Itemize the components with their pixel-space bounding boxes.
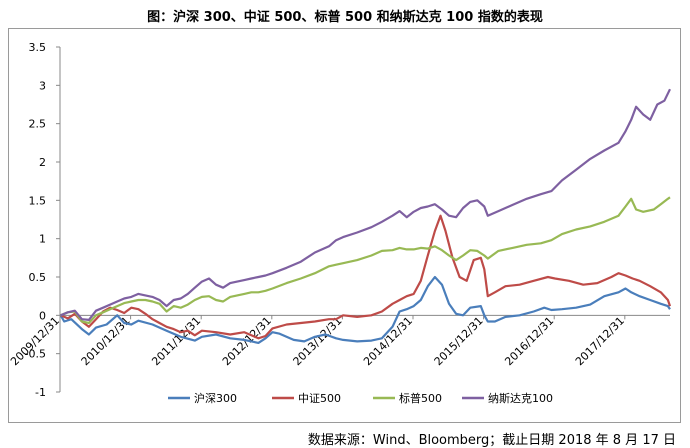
y-tick-label: -1 bbox=[35, 386, 46, 399]
y-tick-label: 2.5 bbox=[29, 118, 47, 131]
y-tick-label: -0.5 bbox=[25, 348, 46, 361]
x-tick-label: 2015/12/31 bbox=[432, 314, 486, 368]
series-line-3 bbox=[60, 196, 671, 325]
x-tick-label: 2016/12/31 bbox=[502, 314, 556, 368]
y-tick-label: 3.5 bbox=[29, 41, 47, 54]
series-line-1 bbox=[59, 275, 671, 344]
x-tick-label: 2017/12/31 bbox=[573, 314, 627, 368]
legend-label: 纳斯达克100 bbox=[488, 392, 553, 405]
chart-legend: 沪深300 中证500 标普500 纳斯达克100 bbox=[168, 391, 553, 405]
chart-title: 图：沪深 300、中证 500、标普 500 和纳斯达克 100 指数的表现 bbox=[147, 10, 543, 25]
y-tick-label: 2 bbox=[39, 156, 46, 169]
y-tick-label: 0.5 bbox=[29, 271, 47, 284]
y-tick-label: 1.5 bbox=[29, 194, 47, 207]
legend-label: 标普500 bbox=[399, 391, 442, 405]
y-tick-label: 1 bbox=[39, 233, 46, 246]
legend-label: 中证500 bbox=[298, 392, 341, 405]
y-tick-label: 0 bbox=[39, 309, 46, 322]
y-tick-label: 3 bbox=[39, 79, 46, 92]
chart-series bbox=[59, 88, 672, 344]
source-note: 数据来源：Wind、Bloomberg；截止日期 2018 年 8 月 17 日 bbox=[307, 433, 676, 448]
series-line-4 bbox=[60, 88, 671, 321]
series-line-2 bbox=[60, 214, 672, 340]
legend-label: 沪深300 bbox=[194, 391, 237, 405]
chart-frame bbox=[8, 28, 681, 423]
